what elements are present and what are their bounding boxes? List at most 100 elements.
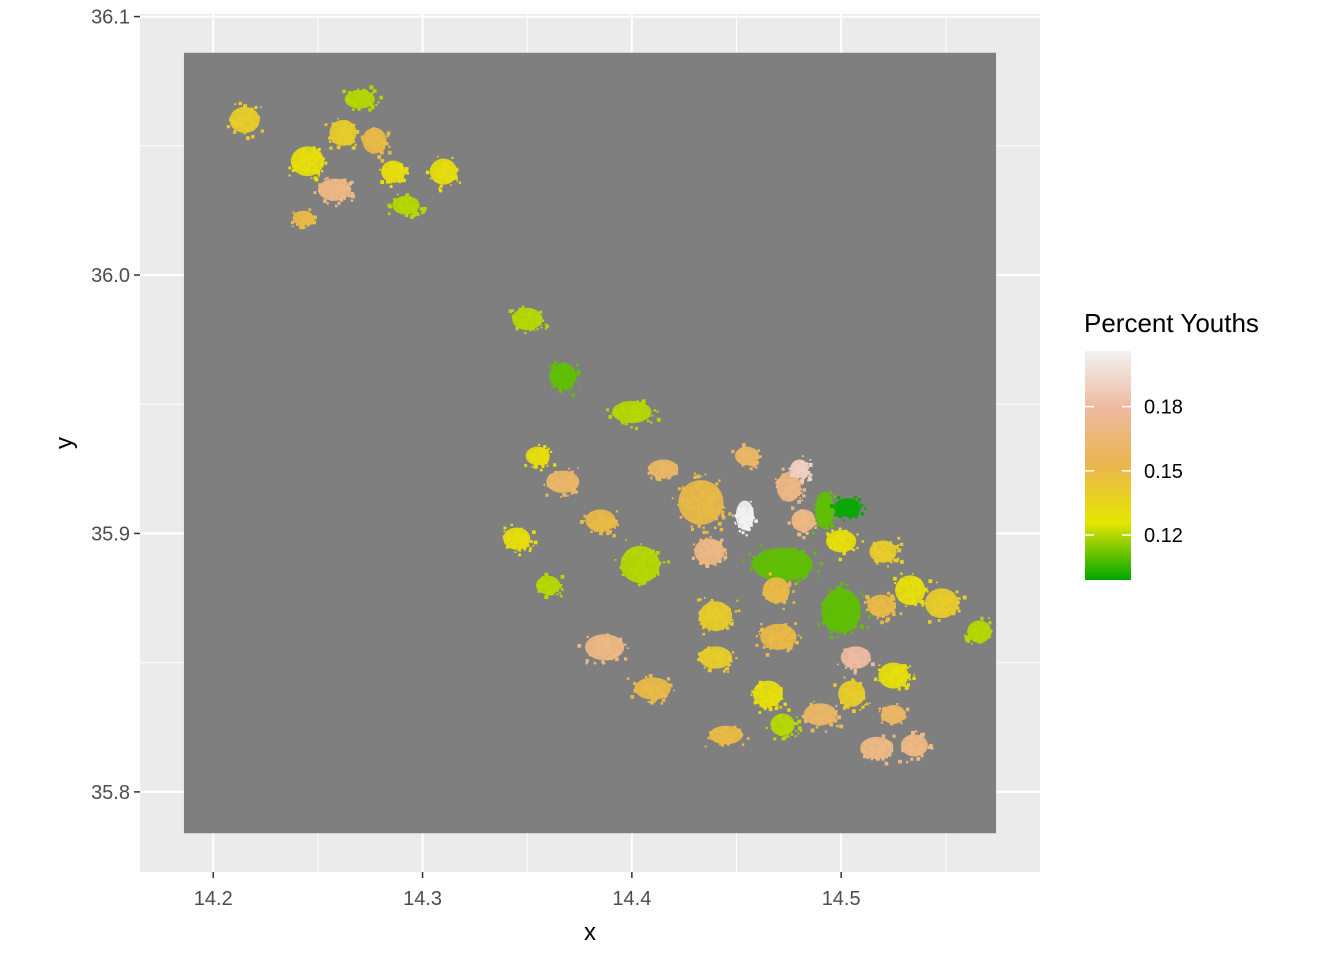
raster-cell xyxy=(571,393,575,397)
raster-cell xyxy=(795,640,799,645)
raster-cell xyxy=(797,563,800,566)
raster-cell xyxy=(708,491,712,495)
raster-cell xyxy=(608,652,612,655)
raster-cell xyxy=(370,94,373,96)
raster-cell xyxy=(637,564,641,569)
raster-cell xyxy=(813,521,817,526)
raster-cell xyxy=(718,479,721,482)
raster-cell xyxy=(369,141,372,144)
raster-cell xyxy=(787,567,789,570)
raster-cell xyxy=(437,175,441,179)
raster-cell xyxy=(879,741,882,744)
raster-cell xyxy=(932,607,936,611)
raster-cell xyxy=(710,735,714,739)
raster-cell xyxy=(782,475,784,477)
raster-cell xyxy=(850,688,853,691)
raster-cell xyxy=(532,530,536,535)
raster-cell xyxy=(537,462,539,464)
raster-cell xyxy=(954,611,956,613)
raster-cell xyxy=(700,652,704,655)
raster-cell xyxy=(621,573,624,576)
raster-cell xyxy=(773,573,776,576)
raster-cell xyxy=(702,493,704,495)
raster-cell xyxy=(781,730,784,733)
raster-cell xyxy=(546,582,550,586)
y-tick-label: 36.1 xyxy=(91,7,130,29)
raster-cell xyxy=(518,307,523,312)
raster-cell xyxy=(864,610,867,613)
raster-cell xyxy=(776,635,780,639)
raster-cell xyxy=(899,612,903,616)
raster-cell xyxy=(350,102,354,106)
raster-cell xyxy=(308,208,312,212)
raster-cell xyxy=(716,610,721,615)
raster-cell xyxy=(873,544,876,547)
raster-cell xyxy=(515,326,519,331)
raster-cell xyxy=(410,206,414,210)
raster-cell xyxy=(808,558,812,562)
raster-cell xyxy=(775,589,778,593)
raster-cell xyxy=(853,671,857,675)
raster-cell xyxy=(563,368,566,370)
raster-region xyxy=(671,472,732,535)
raster-cell xyxy=(545,451,548,455)
raster-cell xyxy=(799,468,803,472)
raster-cell xyxy=(657,477,662,482)
raster-cell xyxy=(560,366,564,370)
raster-cell xyxy=(779,589,784,593)
raster-cell xyxy=(293,155,296,158)
raster-cell xyxy=(668,464,673,468)
raster-cell xyxy=(897,709,902,714)
raster-cell xyxy=(705,546,708,549)
raster-cell xyxy=(697,524,701,528)
raster-cell xyxy=(896,557,900,561)
raster-cell xyxy=(652,574,656,578)
raster-cell xyxy=(712,497,715,501)
raster-cell xyxy=(839,547,842,551)
raster-cell xyxy=(773,589,775,592)
raster-cell xyxy=(741,512,745,516)
raster-cell xyxy=(943,601,947,605)
raster-cell xyxy=(813,700,815,703)
raster-cell xyxy=(635,562,640,566)
raster-cell xyxy=(921,732,925,737)
raster-cell xyxy=(734,521,736,524)
raster-cell xyxy=(437,155,439,158)
raster-cell xyxy=(830,610,835,615)
raster-cell xyxy=(722,659,725,662)
raster-cell xyxy=(776,688,778,691)
raster-cell xyxy=(314,165,317,168)
raster-cell xyxy=(690,525,693,528)
raster-cell xyxy=(743,525,746,529)
raster-cell xyxy=(712,616,715,619)
raster-cell xyxy=(696,485,701,489)
raster-cell xyxy=(345,99,348,101)
raster-cell xyxy=(785,555,790,559)
raster-cell xyxy=(707,605,711,609)
raster-cell xyxy=(876,613,878,616)
raster-cell xyxy=(843,610,846,614)
raster-cell xyxy=(764,565,768,569)
raster-cell xyxy=(647,472,651,475)
raster-cell xyxy=(881,721,884,724)
raster-cell xyxy=(396,209,399,213)
raster-cell xyxy=(655,476,660,481)
raster-cell xyxy=(869,747,874,752)
raster-cell xyxy=(696,474,701,479)
raster-cell xyxy=(659,691,663,694)
raster-cell xyxy=(530,457,534,462)
raster-cell xyxy=(697,658,701,662)
raster-cell xyxy=(881,547,884,551)
raster-cell xyxy=(762,570,766,575)
raster-cell xyxy=(700,659,703,662)
raster-cell xyxy=(515,541,518,544)
raster-cell xyxy=(664,470,666,473)
raster-cell xyxy=(799,517,802,521)
raster-cell xyxy=(387,175,390,178)
raster-cell xyxy=(775,596,779,600)
raster-cell xyxy=(903,741,906,743)
raster-cell xyxy=(828,709,832,713)
raster-cell xyxy=(326,187,331,192)
raster-cell xyxy=(394,166,397,168)
raster-region xyxy=(577,633,629,665)
